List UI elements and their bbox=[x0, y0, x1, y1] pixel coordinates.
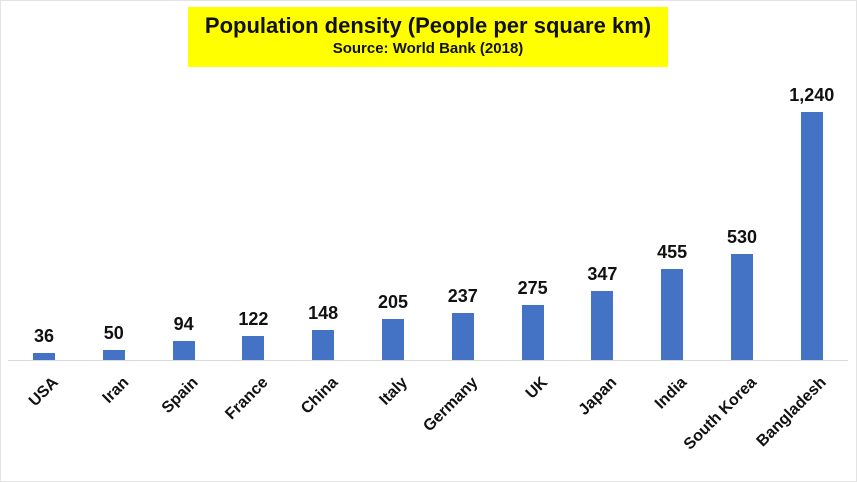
bar bbox=[242, 335, 265, 360]
chart-subtitle: Source: World Bank (2018) bbox=[332, 40, 524, 57]
title-banner: Population density (People per square km… bbox=[188, 7, 668, 67]
data-label: 530 bbox=[726, 227, 758, 247]
data-label: 148 bbox=[308, 303, 339, 324]
data-label: 275 bbox=[517, 278, 548, 298]
bar bbox=[800, 112, 823, 360]
data-label: 237 bbox=[447, 285, 478, 306]
x-axis-line bbox=[8, 360, 848, 361]
bar bbox=[312, 330, 335, 360]
data-label: 94 bbox=[173, 314, 194, 335]
bar bbox=[521, 305, 544, 360]
data-label: 1,240 bbox=[789, 85, 835, 105]
data-label: 50 bbox=[103, 323, 124, 343]
data-label: 122 bbox=[238, 308, 269, 329]
bar bbox=[661, 269, 684, 360]
bar bbox=[451, 312, 474, 360]
data-label: 205 bbox=[377, 292, 409, 312]
chart-title: Population density (People per square km… bbox=[204, 13, 652, 38]
data-label: 36 bbox=[33, 325, 55, 346]
bar bbox=[382, 319, 404, 360]
bar bbox=[102, 350, 125, 360]
bar bbox=[731, 254, 753, 360]
data-label: 455 bbox=[657, 242, 688, 262]
bar bbox=[33, 352, 55, 360]
bar bbox=[172, 341, 195, 360]
bar bbox=[591, 290, 614, 360]
data-label: 347 bbox=[587, 263, 618, 284]
